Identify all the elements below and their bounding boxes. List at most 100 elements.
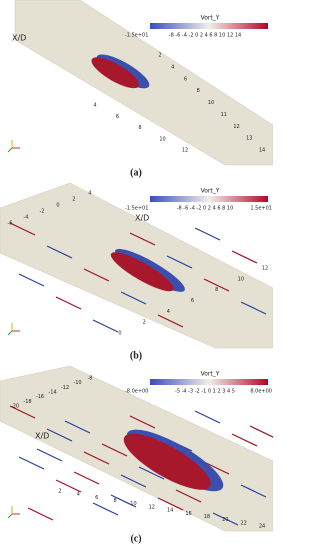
caption: (a) [130,167,142,178]
panel: X/D Vort_Y -8.0e+00 -5 -4 -3 -2 -1 0 1 2 3 … [0,365,273,544]
edge-tick-label: 11 [221,112,227,118]
edge-tick-label: 8 [138,125,141,131]
colorbar-label: -1.5e+01 [125,33,148,39]
edge-tick-label: 18 [204,514,210,520]
colorbar [150,379,268,385]
colorbar-title: Vort_Y [201,188,220,195]
vortex-streak [166,255,193,269]
edge-tick-label: 16 [185,511,191,517]
colorbar-label: -8 -6 -4 -2 0 2 4 6 8 10 12 14 [169,33,241,39]
vortex-streak [138,466,165,480]
vortex-streak [46,428,73,442]
edge-tick-label: 14 [259,148,265,154]
vortex-streak [120,291,147,305]
vortex-streak [9,405,36,419]
triad-z [7,513,13,519]
axis-label: X/D [135,214,149,223]
vortex-streak [73,471,100,485]
vortex-streak [157,497,184,511]
edge-tick-label: 2 [72,197,75,203]
colorbar-label: -8.0e+00 [125,389,148,395]
edge-tick-label: 4 [167,309,170,315]
triad-z [7,147,13,153]
edge-tick-label: 4 [77,492,80,498]
edge-tick-label: -8 [88,376,93,382]
panel: X/D Vort_Y -1.5e+01 -8 -6 -4 -2 0 2 4 6 8 1… [0,182,273,361]
edge-tick-label: 12 [233,124,239,130]
vortex-streak [120,474,147,488]
vortex-streak [231,250,258,264]
vortex-streak [194,227,221,241]
edge-tick-label: -12 [61,385,69,391]
vortex-streak [101,443,128,457]
figure: X/D Vort_Y -1.5e+01 -8 -6 -4 -2 0 2 4 6 8 1… [0,0,273,544]
edge-tick-label: 0 [118,331,121,337]
vortex-streak [55,479,82,493]
edge-tick-label: 6 [116,114,119,120]
vortex-streak [203,278,230,292]
vortex-streak [212,512,239,526]
vortex-streak [129,232,156,246]
vortex-streak [240,484,267,498]
axis-label: X/D [35,432,49,441]
edge-tick-label: 10 [130,501,136,507]
edge-tick-label: 6 [184,76,187,82]
edge-tick-label: 4 [93,103,96,109]
edge-tick-label: -16 [36,394,44,400]
edge-tick-label: 10 [208,100,214,106]
edge-tick-label: -18 [23,399,31,405]
vortex-red [91,57,140,89]
edge-tick-label: -10 [73,380,81,386]
edge-tick-label: -14 [48,390,56,396]
vortex-red [123,433,211,490]
vortex-streak [27,507,54,521]
colorbar-title: Vort_Y [201,15,220,22]
edge-tick-label: 22 [240,520,246,526]
edge-tick-label: 8 [215,287,218,293]
vortex-streak [203,461,230,475]
edge-tick-label: 10 [238,276,244,282]
axis-label: X/D [12,34,26,43]
colorbar-title: Vort_Y [201,371,220,378]
triad-z [7,330,13,336]
edge-tick-label: 4 [171,64,174,70]
vortex-streak [36,448,63,462]
vortex-red [110,252,174,292]
edge-tick-label: 12 [182,148,188,154]
colorbar-label: 1.5e+01 [250,206,272,212]
vortex-streak [92,319,119,333]
vortex-streak [249,425,273,438]
edge-tick-label: 8 [197,88,200,94]
colorbar-label: 8.0e+00 [250,389,272,395]
vortex-streak [194,410,221,424]
edge-tick-label: 12 [262,266,268,272]
edge-tick-label: 12 [149,504,155,510]
edge-tick-label: 0 [56,203,59,209]
edge-tick-label: -20 [11,404,19,410]
caption: (c) [130,533,141,544]
edge-tick-label: 2 [158,53,161,59]
vortex-streak [83,451,110,465]
edge-tick-label: 4 [88,191,91,197]
edge-tick-label: 2 [58,489,61,495]
vortex-streak [18,273,45,287]
colorbar-label: -8 -6 -4 -2 0 2 4 6 8 10 [177,206,234,212]
edge-tick-label: 6 [95,495,98,501]
edge-tick-label: -4 [24,215,29,221]
colorbar [150,23,268,29]
vortex-streak [129,415,156,429]
vortex-streak [110,494,137,508]
colorbar-label: -5 -4 -3 -2 -1 0 1 2 3 4 5 [175,389,235,395]
edge-tick-label: 20 [222,517,228,523]
vortex-streak [83,268,110,282]
edge-tick-label: 13 [246,136,252,142]
vortex-streak [92,502,119,516]
edge-tick-label: 10 [159,136,165,142]
colorbar [150,196,268,202]
edge-tick-label: 24 [259,524,265,530]
edge-tick-label: -2 [40,209,45,215]
vortex-streak [46,245,73,259]
colorbar-label: -1.5e+01 [125,206,148,212]
caption: (b) [130,350,142,361]
edge-tick-label: 6 [191,298,194,304]
